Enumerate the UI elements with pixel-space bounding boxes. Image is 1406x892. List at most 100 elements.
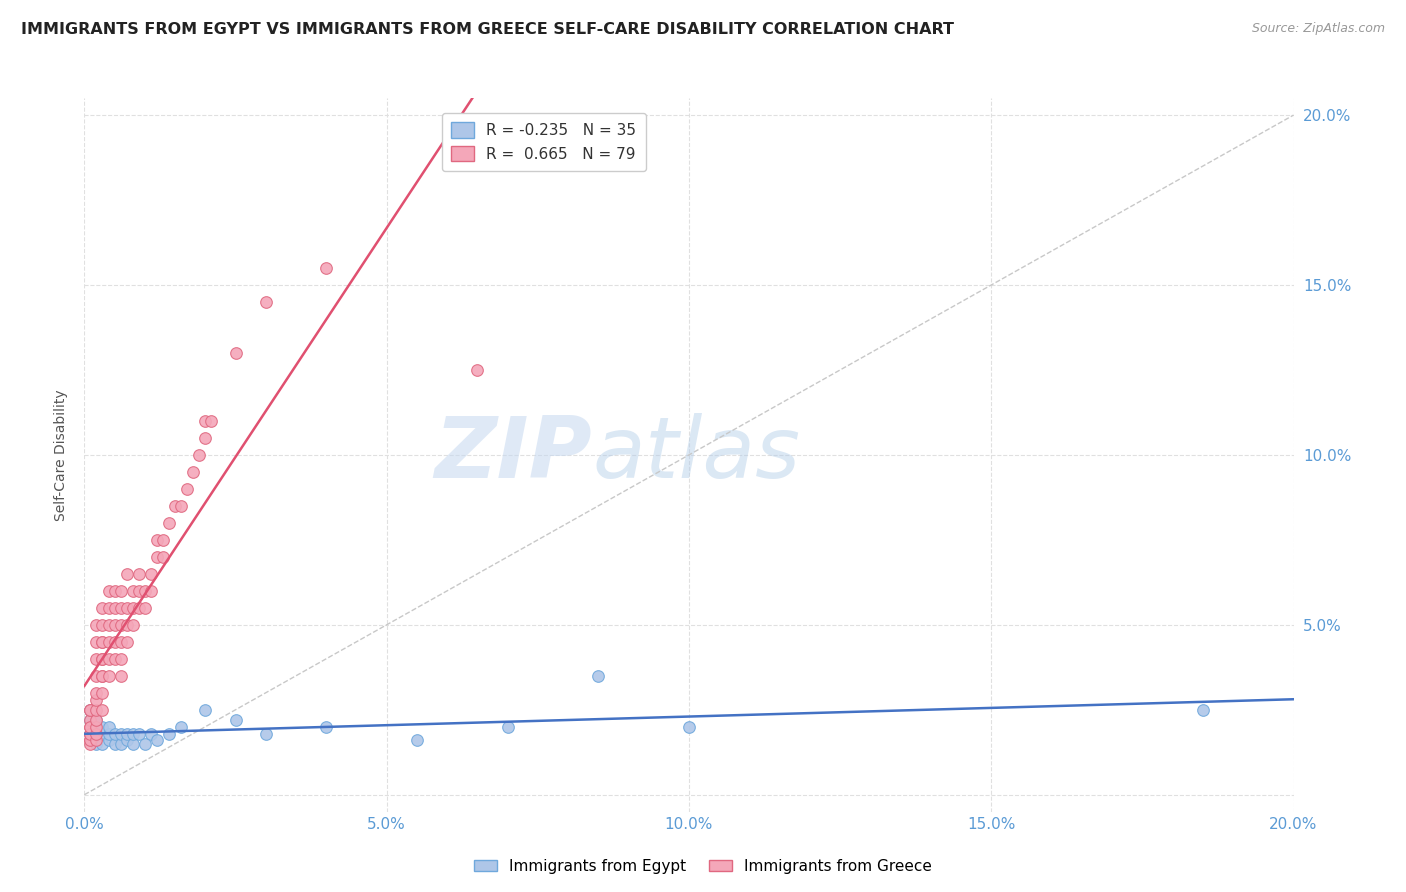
Point bbox=[121, 583, 143, 598]
Point bbox=[134, 600, 156, 615]
Point bbox=[79, 737, 101, 751]
Text: ZIP: ZIP bbox=[434, 413, 592, 497]
Point bbox=[157, 726, 180, 740]
Point bbox=[91, 635, 114, 649]
Point bbox=[110, 652, 132, 666]
Point bbox=[254, 295, 277, 310]
Point bbox=[79, 713, 101, 727]
Point bbox=[115, 635, 138, 649]
Point bbox=[91, 720, 114, 734]
Point bbox=[86, 733, 108, 747]
Point bbox=[496, 720, 519, 734]
Point bbox=[97, 669, 120, 683]
Point bbox=[86, 686, 108, 700]
Point bbox=[194, 703, 217, 717]
Point bbox=[170, 499, 193, 513]
Point bbox=[79, 713, 101, 727]
Point bbox=[97, 726, 120, 740]
Point bbox=[79, 733, 101, 747]
Point bbox=[86, 713, 108, 727]
Point bbox=[200, 414, 222, 428]
Point bbox=[86, 669, 108, 683]
Point bbox=[91, 726, 114, 740]
Point bbox=[91, 737, 114, 751]
Point bbox=[79, 726, 101, 740]
Point bbox=[181, 465, 204, 479]
Point bbox=[115, 566, 138, 581]
Point bbox=[110, 737, 132, 751]
Point bbox=[128, 583, 150, 598]
Point bbox=[176, 482, 198, 496]
Point bbox=[104, 600, 127, 615]
Point bbox=[91, 669, 114, 683]
Point bbox=[91, 617, 114, 632]
Point bbox=[91, 669, 114, 683]
Point bbox=[152, 549, 174, 564]
Legend: Immigrants from Egypt, Immigrants from Greece: Immigrants from Egypt, Immigrants from G… bbox=[468, 853, 938, 880]
Point bbox=[139, 726, 162, 740]
Point bbox=[115, 617, 138, 632]
Point bbox=[134, 737, 156, 751]
Point bbox=[86, 617, 108, 632]
Legend: R = -0.235   N = 35, R =  0.665   N = 79: R = -0.235 N = 35, R = 0.665 N = 79 bbox=[441, 113, 645, 171]
Point bbox=[79, 726, 101, 740]
Point bbox=[79, 720, 101, 734]
Point bbox=[97, 652, 120, 666]
Point bbox=[86, 726, 108, 740]
Point bbox=[115, 726, 138, 740]
Point bbox=[254, 726, 277, 740]
Point bbox=[91, 686, 114, 700]
Point bbox=[104, 617, 127, 632]
Point bbox=[139, 583, 162, 598]
Point bbox=[157, 516, 180, 530]
Point bbox=[146, 533, 169, 547]
Point bbox=[91, 703, 114, 717]
Point bbox=[1192, 703, 1215, 717]
Point bbox=[315, 260, 337, 275]
Point bbox=[110, 669, 132, 683]
Point bbox=[79, 726, 101, 740]
Point bbox=[104, 737, 127, 751]
Point bbox=[97, 733, 120, 747]
Point bbox=[170, 720, 193, 734]
Point bbox=[110, 617, 132, 632]
Point bbox=[194, 414, 217, 428]
Point bbox=[110, 726, 132, 740]
Point bbox=[86, 703, 108, 717]
Point bbox=[678, 720, 700, 734]
Point bbox=[79, 720, 101, 734]
Point bbox=[86, 737, 108, 751]
Point bbox=[104, 583, 127, 598]
Point bbox=[406, 733, 429, 747]
Point bbox=[91, 652, 114, 666]
Point bbox=[91, 635, 114, 649]
Point bbox=[86, 692, 108, 706]
Point bbox=[97, 600, 120, 615]
Point bbox=[121, 600, 143, 615]
Point bbox=[110, 600, 132, 615]
Point bbox=[139, 566, 162, 581]
Y-axis label: Self-Care Disability: Self-Care Disability bbox=[55, 389, 69, 521]
Point bbox=[467, 363, 489, 377]
Point bbox=[104, 635, 127, 649]
Point bbox=[79, 733, 101, 747]
Point bbox=[104, 652, 127, 666]
Point bbox=[188, 448, 211, 462]
Point bbox=[134, 583, 156, 598]
Point bbox=[121, 737, 143, 751]
Point bbox=[146, 733, 169, 747]
Point bbox=[110, 635, 132, 649]
Point bbox=[97, 635, 120, 649]
Text: atlas: atlas bbox=[592, 413, 800, 497]
Point bbox=[86, 635, 108, 649]
Point bbox=[86, 720, 108, 734]
Point bbox=[115, 600, 138, 615]
Text: IMMIGRANTS FROM EGYPT VS IMMIGRANTS FROM GREECE SELF-CARE DISABILITY CORRELATION: IMMIGRANTS FROM EGYPT VS IMMIGRANTS FROM… bbox=[21, 22, 955, 37]
Point bbox=[146, 549, 169, 564]
Point bbox=[128, 600, 150, 615]
Point bbox=[121, 726, 143, 740]
Point bbox=[194, 431, 217, 445]
Point bbox=[110, 583, 132, 598]
Point bbox=[588, 669, 610, 683]
Point bbox=[315, 720, 337, 734]
